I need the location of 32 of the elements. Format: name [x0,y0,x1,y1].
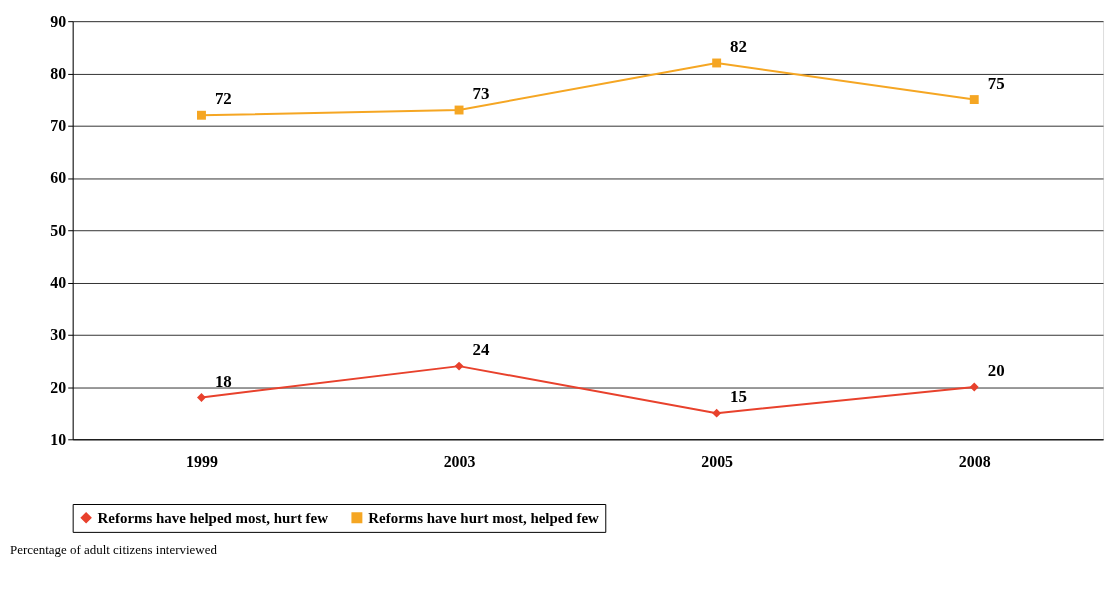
x-tick-label: 2008 [958,452,991,470]
data-label: 18 [214,371,232,391]
point [969,95,979,105]
y-tick-label: 60 [50,169,67,187]
point [454,105,464,115]
y-tick-label: 40 [50,273,67,291]
text: Percentage of adult citizens interviewed [9,542,218,558]
legend-label: Reforms have hurt most, helped few [368,509,599,526]
y-tick-label: 90 [50,12,67,30]
y-tick-label: 30 [50,326,67,344]
y-tick-label: 20 [50,378,67,396]
point [454,361,464,371]
y-tick-label: 80 [50,64,67,82]
point [969,382,979,392]
data-label: 72 [214,89,232,109]
point [197,393,206,402]
y-tick-label: 50 [50,221,67,239]
point [712,58,722,68]
y-tick-label: 10 [50,430,67,448]
x-tick-label: 2003 [443,452,476,470]
point [712,408,722,418]
data-label: 15 [730,387,748,407]
y-tick-label: 70 [50,117,67,135]
data-label: 20 [987,361,1005,381]
point [197,110,206,120]
data-label: 73 [472,84,490,104]
x-tick-label: 2005 [701,452,734,470]
data-label: 75 [987,73,1005,93]
legend-label: Reforms have helped most, hurt few [97,509,329,526]
data-label: 82 [730,37,748,57]
data-label: 24 [472,340,490,360]
x-tick-label: 1999 [186,452,218,470]
